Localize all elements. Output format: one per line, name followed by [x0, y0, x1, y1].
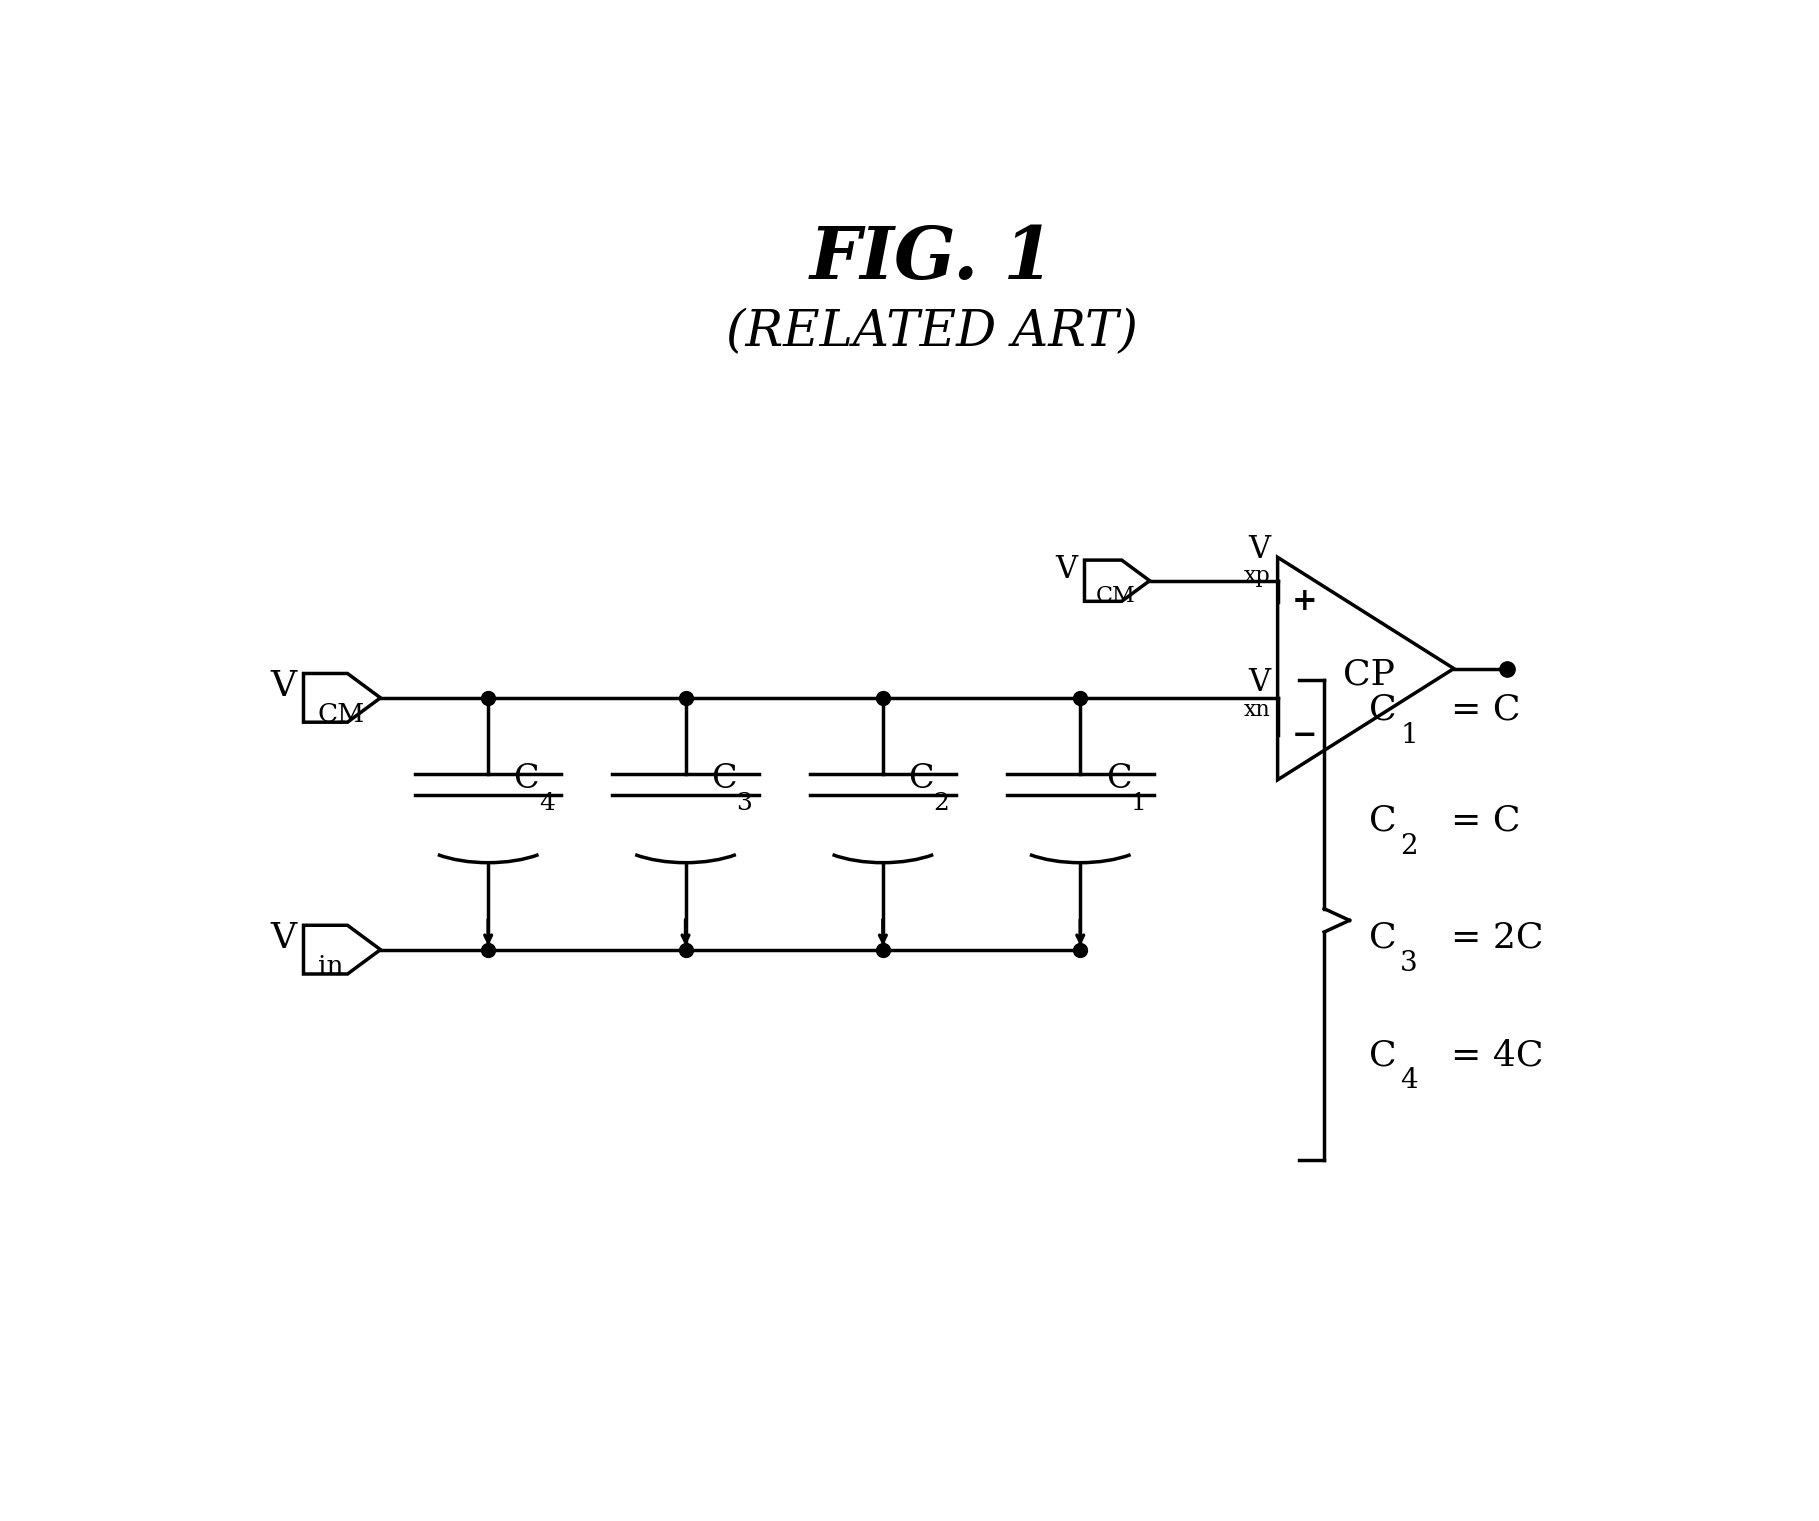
Text: +: +: [1291, 586, 1317, 618]
Text: C: C: [711, 762, 737, 794]
Text: C: C: [1370, 803, 1397, 838]
Text: = 2C: = 2C: [1452, 920, 1544, 955]
Text: CM: CM: [318, 701, 366, 727]
Text: 1: 1: [1131, 792, 1146, 815]
Text: V: V: [271, 920, 296, 955]
Text: = 4C: = 4C: [1452, 1037, 1544, 1072]
Text: (RELATED ART): (RELATED ART): [726, 307, 1139, 357]
Text: CP: CP: [1342, 657, 1395, 692]
Text: C: C: [513, 762, 538, 794]
Text: = C: = C: [1452, 803, 1521, 838]
Text: 2: 2: [933, 792, 950, 815]
Text: xn: xn: [1244, 698, 1270, 721]
Text: −: −: [1291, 719, 1317, 751]
Text: 4: 4: [1401, 1068, 1417, 1094]
Text: V: V: [1055, 554, 1077, 584]
Text: V: V: [1248, 534, 1270, 564]
Text: C: C: [1370, 692, 1397, 727]
Text: = C: = C: [1452, 692, 1521, 727]
Text: C: C: [1370, 1037, 1397, 1072]
Text: V: V: [1248, 668, 1270, 698]
Text: 4: 4: [538, 792, 555, 815]
Text: V: V: [271, 669, 296, 703]
Text: 3: 3: [737, 792, 753, 815]
Text: CM: CM: [1095, 586, 1135, 607]
Text: 1: 1: [1401, 722, 1419, 748]
Text: in: in: [318, 954, 344, 978]
Text: FIG. 1: FIG. 1: [809, 224, 1055, 294]
Text: C: C: [1370, 920, 1397, 955]
Text: 3: 3: [1401, 951, 1417, 976]
Text: 2: 2: [1401, 834, 1417, 859]
Text: C: C: [1106, 762, 1131, 794]
Text: xp: xp: [1244, 564, 1270, 587]
Text: C: C: [908, 762, 933, 794]
